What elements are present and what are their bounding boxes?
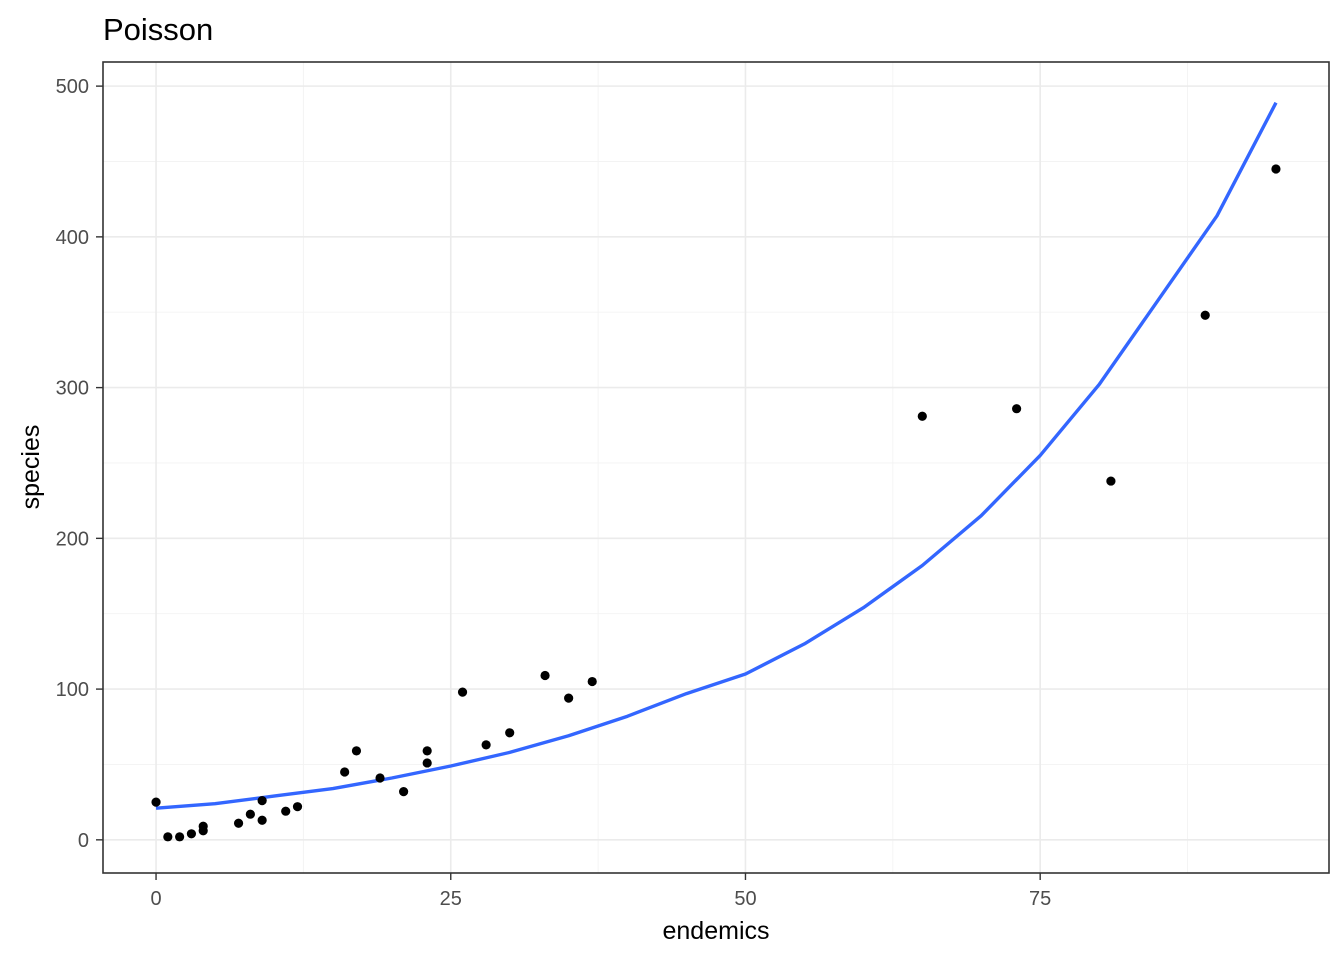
minor-gridlines	[103, 62, 1329, 873]
data-point	[257, 815, 267, 825]
y-tick-label: 400	[56, 227, 89, 249]
data-point	[422, 746, 432, 756]
data-point	[422, 758, 432, 768]
data-point	[1106, 476, 1116, 486]
y-axis-title: species	[17, 425, 45, 510]
data-point	[457, 687, 468, 697]
data-point	[375, 773, 385, 783]
y-tick-label: 0	[78, 830, 89, 852]
data-point	[163, 832, 173, 842]
data-point	[340, 767, 350, 777]
x-tick-label: 0	[150, 888, 161, 910]
data-point	[1200, 310, 1210, 320]
data-point	[292, 802, 303, 812]
data-point	[481, 740, 491, 750]
major-gridlines	[103, 62, 1329, 873]
y-tick-label: 300	[56, 378, 89, 400]
chart-title: Poisson	[103, 12, 213, 47]
data-point	[540, 670, 550, 681]
data-point	[564, 693, 574, 703]
data-point	[233, 818, 244, 828]
x-axis-title: endemics	[663, 917, 770, 945]
data-point	[186, 829, 197, 839]
panel-border	[102, 61, 1330, 874]
data-point	[151, 797, 161, 807]
data-point	[505, 728, 515, 738]
data-point	[1271, 164, 1281, 174]
y-tick-label: 500	[56, 76, 89, 98]
x-axis: 0 25 50 75	[150, 873, 1051, 910]
data-point	[245, 809, 255, 819]
data-point	[257, 796, 267, 806]
fit-line	[155, 101, 1278, 810]
data-point	[198, 821, 208, 831]
data-point	[1012, 404, 1022, 414]
x-tick-label: 25	[440, 888, 462, 910]
y-axis: 0 100 200 300 400 500	[56, 76, 103, 852]
data-point	[587, 676, 597, 687]
x-tick-label: 50	[734, 888, 756, 910]
x-tick-label: 75	[1029, 888, 1051, 910]
data-points	[151, 164, 1281, 842]
data-point	[351, 746, 362, 756]
y-tick-label: 100	[56, 679, 89, 701]
y-tick-label: 200	[56, 528, 89, 550]
data-point	[281, 806, 291, 816]
data-point	[917, 411, 927, 421]
fit-line-layer	[155, 101, 1278, 810]
data-point	[175, 832, 185, 842]
data-point	[399, 786, 409, 797]
